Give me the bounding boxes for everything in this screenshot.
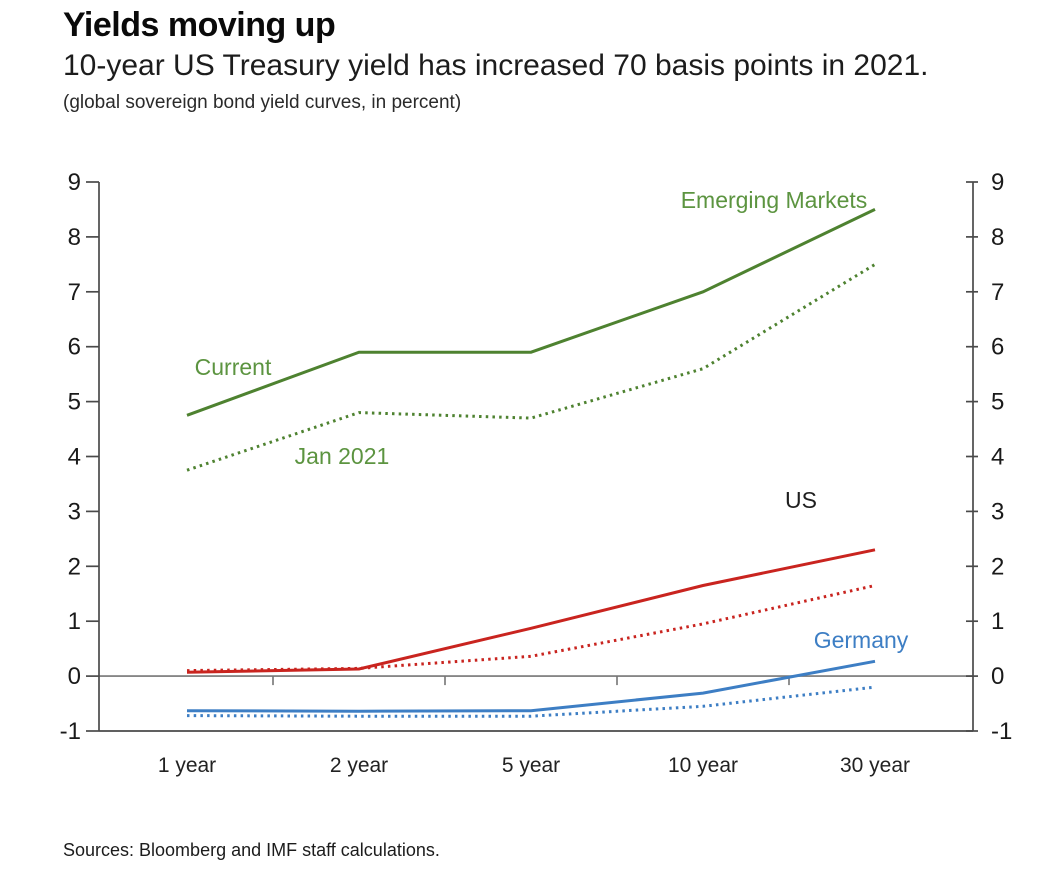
y-axis-right-tick-label: 1	[991, 608, 1004, 635]
y-axis-left-tick-label: 9	[68, 169, 81, 196]
series-annotation: Germany	[814, 627, 909, 653]
y-axis-left-tick-label: 5	[68, 389, 81, 416]
series-line-4	[186, 659, 876, 713]
series-annotation: US	[785, 487, 817, 513]
x-axis-tick-label: 30 year	[840, 754, 910, 777]
series-annotation: Jan 2021	[295, 443, 390, 469]
y-axis-left-tick-label: 7	[68, 279, 81, 306]
series-line-1	[186, 263, 876, 472]
y-axis-right-tick-label: 3	[991, 498, 1004, 525]
y-axis-right-tick-label: 0	[991, 663, 1004, 690]
x-axis-tick-label: 10 year	[668, 754, 738, 777]
y-axis-right-tick-label: 9	[991, 169, 1004, 196]
chart-title: Yields moving up	[63, 6, 336, 44]
series-line-3	[186, 584, 876, 673]
series-annotation: Current	[195, 354, 272, 380]
y-axis-left-tick-label: 2	[68, 553, 81, 580]
series-line-2	[186, 548, 876, 674]
y-axis-right-tick-label: 5	[991, 389, 1004, 416]
x-axis-tick-label: 5 year	[502, 754, 560, 777]
y-axis-left-tick-label: 0	[68, 663, 81, 690]
chart-unit-note: (global sovereign bond yield curves, in …	[63, 91, 462, 113]
x-axis-tick-label: 1 year	[158, 754, 216, 777]
x-axis-tick-label: 2 year	[330, 754, 388, 777]
y-axis-right-tick-label: 7	[991, 279, 1004, 306]
series-line-0	[186, 208, 876, 417]
y-axis-right-tick-label: 4	[991, 444, 1004, 471]
y-axis-left-tick-label: 6	[68, 334, 81, 361]
y-axis-left-tick-label: 8	[68, 224, 81, 251]
y-axis-right-tick-label: 8	[991, 224, 1004, 251]
y-axis-right-tick-label: 2	[991, 553, 1004, 580]
y-axis-right-tick-label: -1	[991, 718, 1012, 745]
chart-header: Yields moving up 10-year US Treasury yie…	[63, 6, 1023, 114]
chart-subtitle: 10-year US Treasury yield has increased …	[63, 49, 929, 83]
series-line-5	[186, 685, 876, 718]
y-axis-right-tick-label: 6	[991, 334, 1004, 361]
sources-note: Sources: Bloomberg and IMF staff calcula…	[63, 840, 440, 860]
y-axis-left-tick-label: -1	[60, 718, 81, 745]
y-axis-left-tick-label: 3	[68, 498, 81, 525]
y-axis-left-tick-label: 4	[68, 444, 81, 471]
series-annotation: Emerging Markets	[681, 187, 868, 213]
y-axis-left-tick-label: 1	[68, 608, 81, 635]
